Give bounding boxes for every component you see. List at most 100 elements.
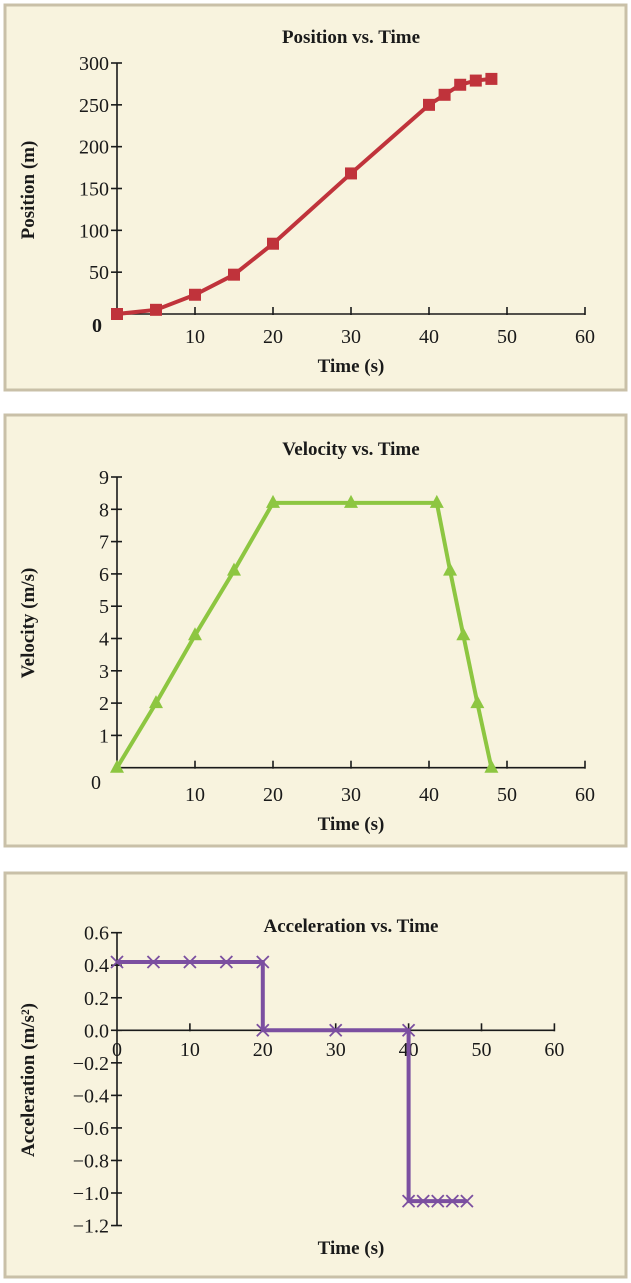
origin-label: 0 — [92, 315, 102, 337]
y-tick-label: 9 — [99, 467, 109, 489]
data-point — [189, 288, 201, 301]
data-point — [485, 72, 498, 85]
y-tick-label: −0.8 — [73, 1150, 109, 1172]
velocity-chart: 1 2 3 4 5 6 7 8 9 10 20 30 40 50 60 0 Velocity vs. Time T… — [3, 413, 628, 848]
data-point-stroke — [445, 1194, 459, 1208]
x-tick-label: 0 — [112, 1039, 122, 1061]
x-axis-title: Time (s) — [318, 356, 385, 377]
chart-title: Position vs. Time — [282, 27, 420, 48]
data-point — [111, 308, 123, 320]
data-point-stroke — [219, 955, 233, 969]
data-point — [110, 955, 124, 969]
data-point-stroke — [401, 1023, 416, 1037]
data-point — [344, 494, 358, 508]
data-point — [266, 494, 280, 508]
x-tick-label: 30 — [341, 784, 361, 806]
data-point — [267, 237, 279, 250]
x-axis-title: Time (s) — [318, 814, 385, 835]
data-point — [443, 562, 458, 576]
data-point — [438, 88, 451, 101]
data-point — [228, 268, 240, 281]
data-point — [431, 1194, 445, 1208]
data-point-stroke — [329, 1023, 343, 1037]
y-axis-title: Position (m) — [18, 141, 39, 240]
chart-panel — [3, 871, 628, 1279]
x-tick-label: 60 — [575, 326, 595, 348]
data-point-stroke — [183, 955, 197, 969]
y-tick-label: −0.2 — [73, 1053, 109, 1075]
x-tick-label: 30 — [341, 326, 361, 348]
data-point — [456, 627, 471, 641]
y-tick-label: 6 — [99, 564, 109, 586]
x-tick-label: 20 — [263, 326, 283, 348]
y-tick-label: −0.4 — [73, 1085, 109, 1107]
x-tick-label: 20 — [253, 1039, 273, 1061]
data-point-stroke — [110, 955, 124, 969]
data-point — [423, 98, 435, 111]
data-point-stroke — [401, 1194, 416, 1208]
y-tick-label: 0.2 — [84, 988, 109, 1010]
data-point-stroke — [416, 1194, 430, 1208]
position-chart: 50 100 150 200 250 300 10 20 30 40 50 60 0 Position v… — [3, 3, 628, 392]
data-point — [256, 955, 270, 969]
data-point — [484, 759, 499, 773]
data-point — [445, 1194, 459, 1208]
data-point — [329, 1023, 343, 1037]
y-tick-label: 200 — [79, 137, 109, 159]
y-tick-label: 150 — [79, 179, 109, 201]
data-point — [219, 955, 233, 969]
y-tick-label: 1 — [99, 725, 109, 747]
chart-title: Acceleration vs. Time — [263, 916, 438, 937]
x-tick-label: 10 — [185, 784, 205, 806]
data-point-stroke — [146, 955, 161, 969]
y-tick-label: 0.6 — [84, 923, 109, 945]
y-tick-label: 50 — [89, 262, 109, 284]
data-point — [345, 167, 357, 180]
y-tick-label: −1.2 — [73, 1216, 109, 1238]
x-tick-label: 60 — [575, 784, 595, 806]
y-tick-label: 2 — [99, 693, 109, 715]
chart-title: Velocity vs. Time — [282, 439, 419, 460]
y-tick-label: −0.6 — [73, 1118, 109, 1140]
y-tick-label: 5 — [99, 596, 109, 618]
data-point — [401, 1023, 416, 1037]
y-axis-title: Velocity (m/s) — [18, 568, 39, 679]
x-tick-label: 30 — [326, 1039, 346, 1061]
y-tick-label: 250 — [79, 95, 109, 117]
y-axis-title: Acceleration (m/s²) — [18, 1003, 39, 1157]
chart-panel — [3, 413, 628, 848]
data-point — [110, 759, 124, 773]
x-tick-label: 50 — [497, 326, 517, 348]
x-tick-label: 50 — [497, 784, 517, 806]
data-point — [188, 627, 202, 641]
y-tick-label: 0.0 — [84, 1020, 109, 1042]
y-tick-label: 7 — [99, 532, 109, 554]
x-tick-label: 40 — [419, 784, 439, 806]
x-tick-label: 20 — [263, 784, 283, 806]
x-tick-label: 10 — [185, 326, 205, 348]
x-tick-label: 60 — [544, 1039, 564, 1061]
y-tick-label: 4 — [99, 629, 109, 651]
x-axis-title: Time (s) — [318, 1238, 385, 1259]
data-point — [183, 955, 197, 969]
data-point — [227, 562, 241, 576]
data-point-stroke — [256, 955, 270, 969]
data-point — [469, 74, 482, 87]
x-tick-label: 50 — [472, 1039, 492, 1061]
origin-label: 0 — [91, 772, 101, 794]
x-tick-label: 40 — [419, 326, 439, 348]
chart-panel — [3, 3, 628, 392]
y-tick-label: 3 — [99, 661, 109, 683]
data-point — [149, 695, 163, 709]
y-tick-label: −1.0 — [73, 1183, 109, 1205]
acceleration-chart: −1.2 −1.0 −0.8 −0.6 −0.4 −0.2 0.0 0.2 0.4 0.6 0 10 2… — [3, 871, 628, 1279]
y-tick-label: 0.4 — [84, 955, 109, 977]
data-point — [454, 78, 467, 91]
data-point — [256, 1023, 270, 1037]
data-point-stroke — [256, 1023, 270, 1037]
data-point-stroke — [460, 1194, 474, 1208]
data-point — [429, 494, 444, 508]
data-point — [401, 1194, 416, 1208]
data-point-stroke — [431, 1194, 445, 1208]
